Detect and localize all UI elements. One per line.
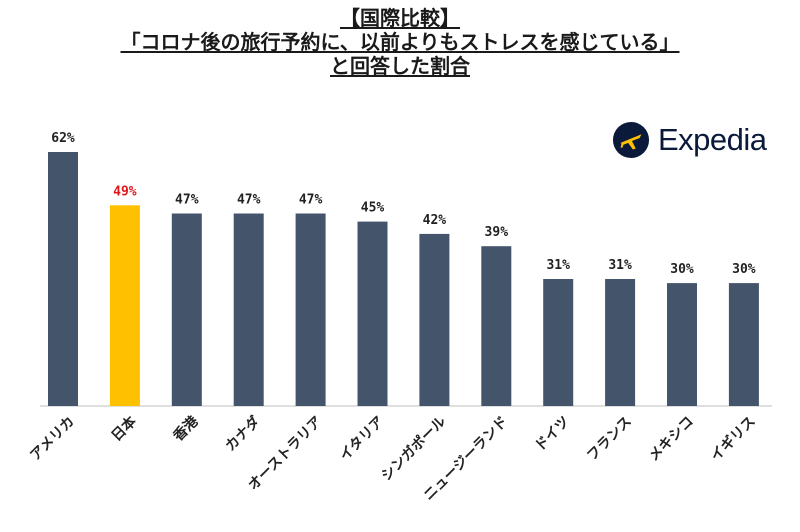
title-line-3: と回答した割合 (330, 54, 470, 78)
value-label-5: 45% (361, 201, 385, 216)
title-line-1: 【国際比較】 (340, 6, 460, 30)
bar-6 (419, 233, 450, 406)
category-label-11: イギリス (707, 413, 759, 465)
expedia-logo: Expedia (612, 120, 782, 160)
bar-10 (667, 283, 697, 406)
bar-8 (543, 279, 574, 406)
category-label-8: ドイツ (532, 414, 573, 455)
brand-name: Expedia (658, 122, 767, 157)
bar-4 (295, 213, 326, 406)
category-label-3: カナダ (222, 413, 264, 455)
bar-9 (605, 279, 636, 406)
value-label-11: 30% (732, 262, 756, 277)
value-label-4: 47% (299, 193, 323, 208)
value-label-9: 31% (608, 258, 632, 273)
bar-7 (481, 246, 512, 406)
value-label-10: 30% (670, 262, 694, 277)
value-label-1: 49% (113, 184, 137, 199)
value-label-2: 47% (175, 193, 199, 208)
bar-3 (233, 213, 264, 406)
category-label-2: 香港 (169, 412, 202, 445)
value-label-6: 42% (423, 213, 447, 228)
value-label-8: 31% (546, 258, 570, 273)
bar-5 (357, 221, 388, 406)
bar-2 (171, 213, 202, 406)
chart-title: 【国際比較】 「コロナ後の旅行予約に、以前よりもストレスを感じている」 と回答し… (0, 6, 800, 78)
value-label-3: 47% (237, 193, 261, 208)
bar-11 (728, 283, 759, 406)
title-line-2: 「コロナ後の旅行予約に、以前よりもストレスを感じている」 (120, 30, 680, 54)
bar-1 (109, 205, 140, 406)
category-label-1: 日本 (108, 412, 141, 445)
bar-0 (48, 152, 78, 406)
category-label-10: メキシコ (646, 414, 697, 465)
category-label-5: イタリア (337, 414, 388, 465)
value-label-0: 62% (51, 131, 75, 146)
airplane-icon (612, 121, 650, 159)
category-label-0: アメリカ (27, 414, 77, 464)
value-label-7: 39% (485, 225, 509, 240)
category-label-9: フランス (584, 414, 635, 465)
